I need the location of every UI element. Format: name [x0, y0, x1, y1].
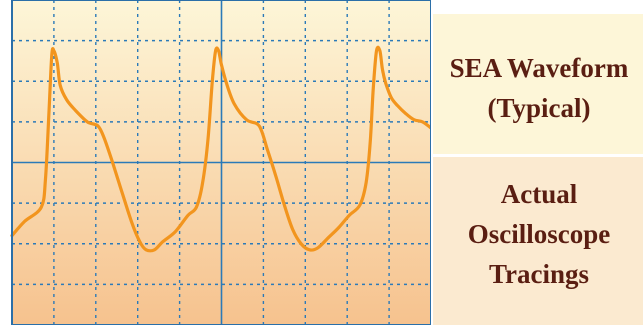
- waveform-title: SEA Waveform (Typical): [433, 48, 643, 128]
- waveform-title-line2: (Typical): [487, 93, 591, 123]
- caption-note-box: Actual Oscilloscope Tracings: [433, 157, 643, 325]
- grid-lines: [12, 0, 431, 325]
- trace-layer: [10, 45, 431, 253]
- screen-frame: [11, 0, 431, 325]
- caption-title-box: SEA Waveform (Typical): [433, 14, 643, 157]
- tracing-note-line2: Oscilloscope: [467, 219, 611, 249]
- oscilloscope-plot: [10, 0, 431, 325]
- waveform-trace: [10, 45, 431, 253]
- caption-panel: SEA Waveform (Typical) Actual Oscillosco…: [431, 0, 643, 325]
- tracing-note: Actual Oscilloscope Tracings: [433, 174, 643, 294]
- tracing-note-line3: Tracings: [489, 259, 589, 289]
- oscilloscope-screen: [10, 0, 431, 325]
- waveform-title-line1: SEA Waveform: [449, 53, 629, 83]
- tracing-note-line1: Actual: [500, 179, 578, 209]
